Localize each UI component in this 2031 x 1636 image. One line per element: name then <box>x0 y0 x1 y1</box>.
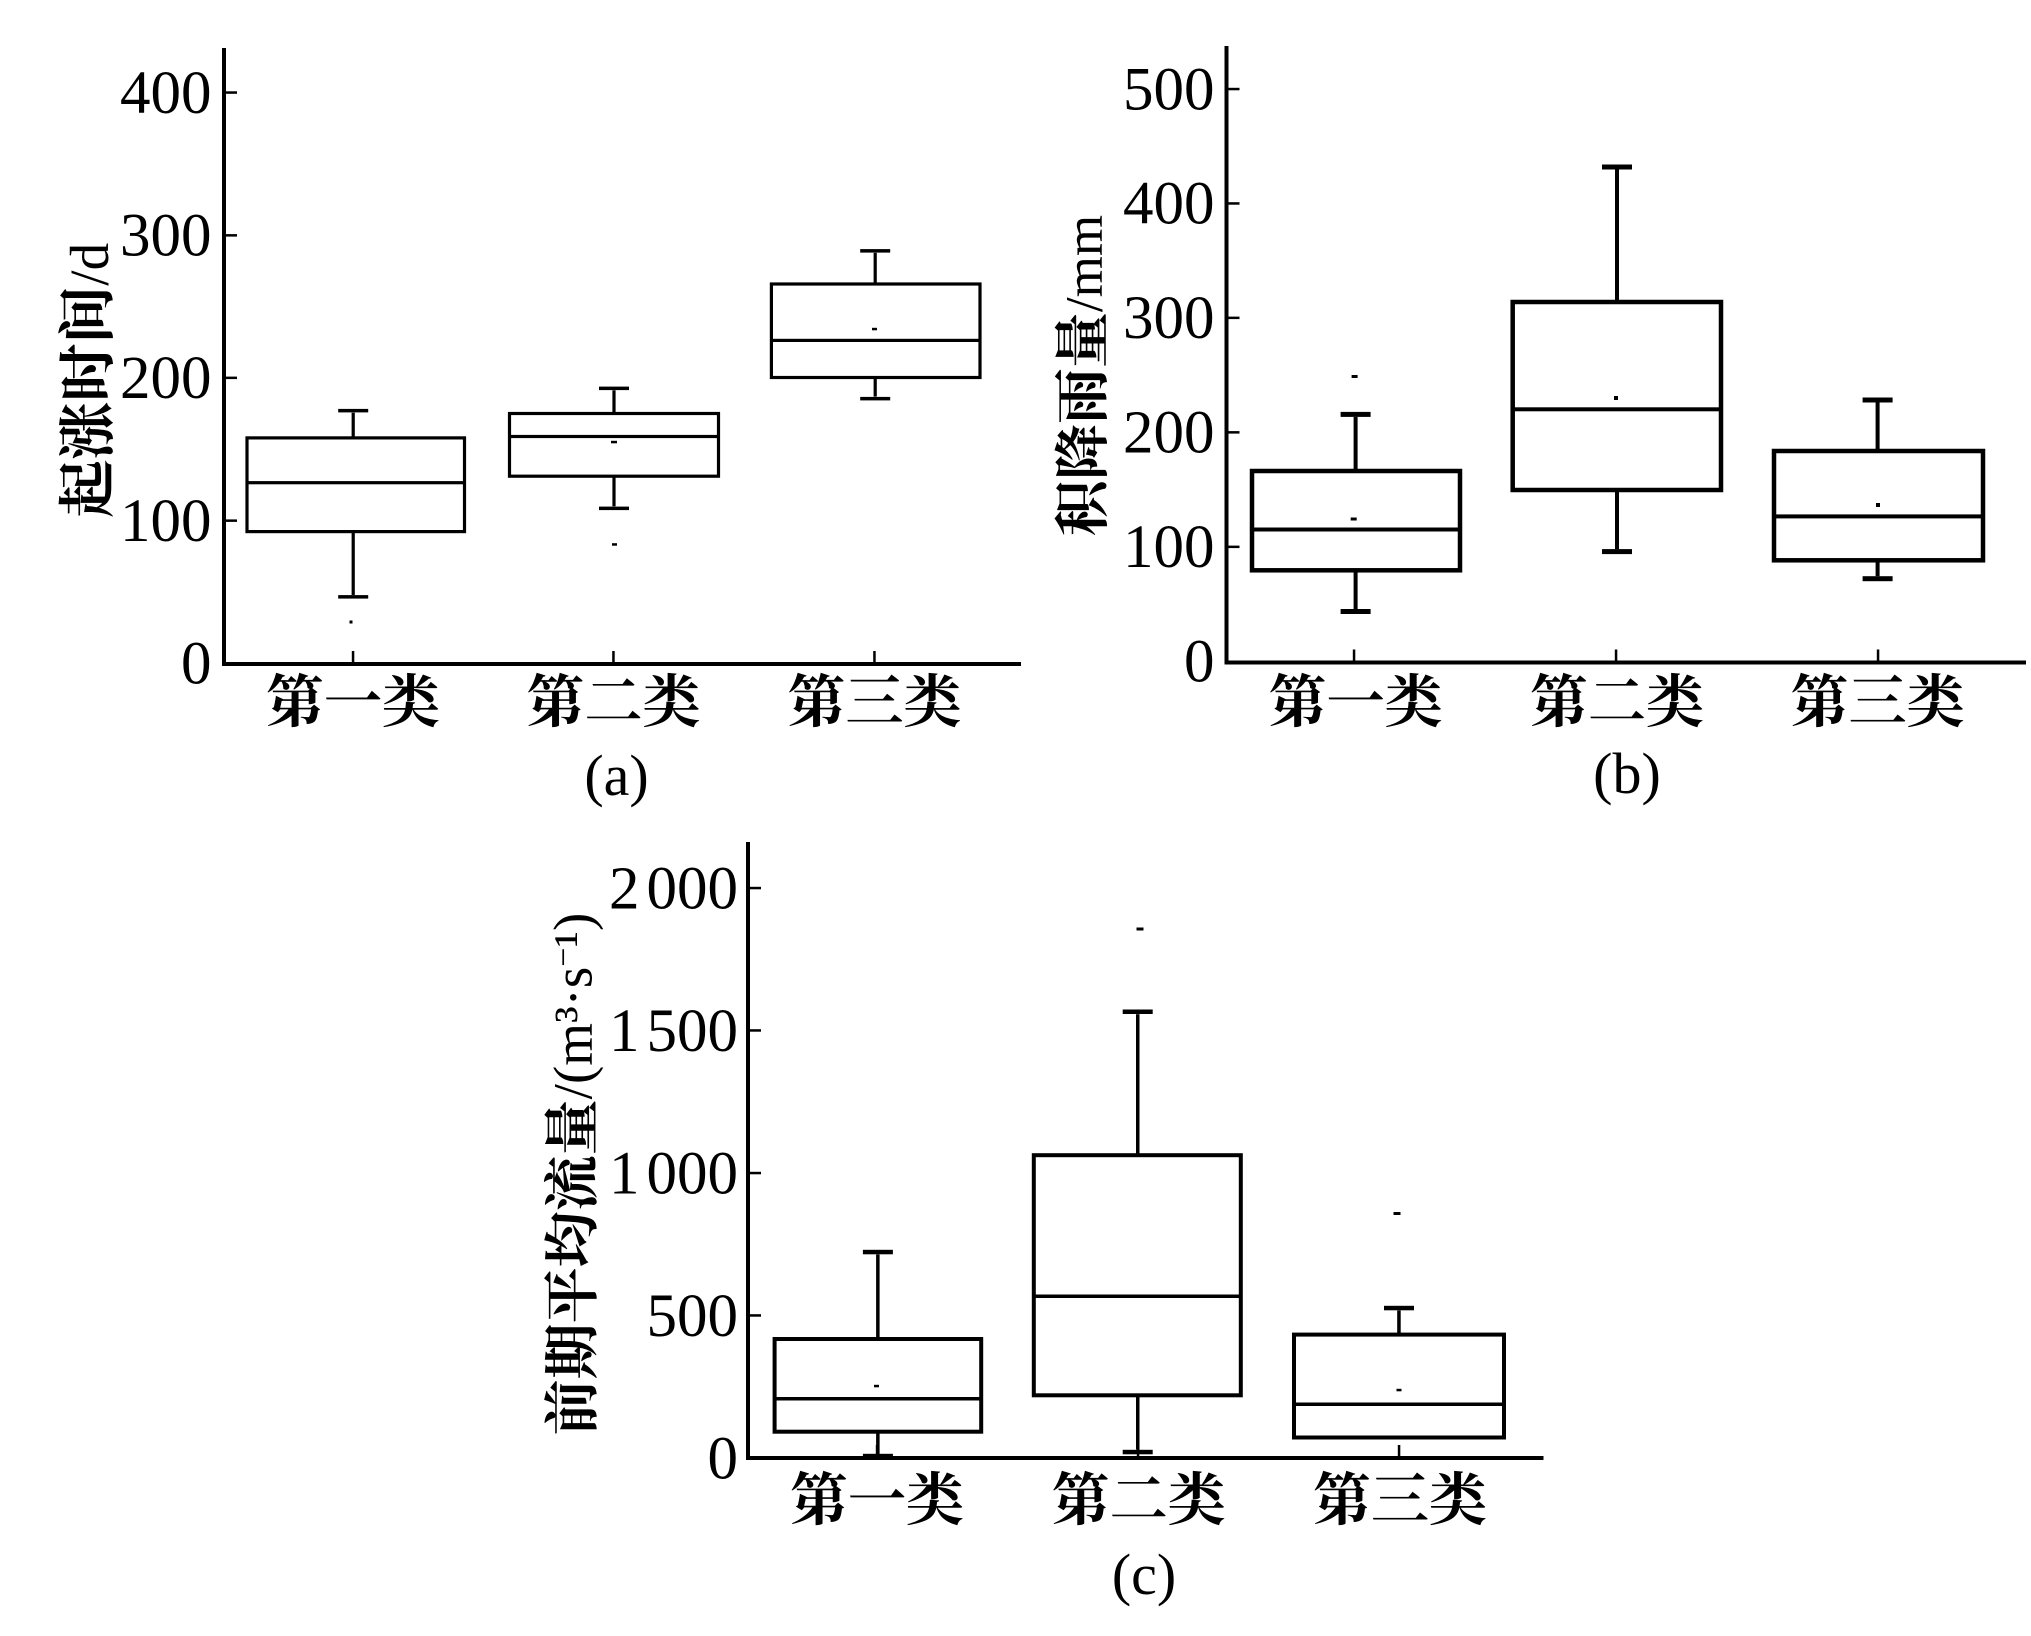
svg-text:100: 100 <box>120 488 212 555</box>
svg-text:/d: /d <box>59 243 120 286</box>
svg-text:100: 100 <box>1123 514 1215 581</box>
svg-text:(a): (a) <box>584 743 648 808</box>
svg-text:0: 0 <box>708 1425 739 1492</box>
svg-text:500: 500 <box>647 1283 739 1350</box>
svg-text:(c): (c) <box>1112 1542 1176 1607</box>
svg-text:300: 300 <box>1123 285 1215 352</box>
svg-text:200: 200 <box>1123 400 1215 467</box>
svg-text:400: 400 <box>120 60 212 127</box>
svg-text:0: 0 <box>1184 629 1215 696</box>
svg-text:/mm: /mm <box>1056 215 1114 312</box>
svg-text:300: 300 <box>120 203 212 270</box>
svg-text:500: 500 <box>1123 56 1215 123</box>
svg-text:400: 400 <box>1123 171 1215 238</box>
svg-text:200: 200 <box>120 345 212 412</box>
svg-text:(b): (b) <box>1593 741 1661 806</box>
svg-text:/(m³·s−¹): /(m³·s−¹) <box>543 913 604 1100</box>
svg-text:0: 0 <box>181 631 212 698</box>
